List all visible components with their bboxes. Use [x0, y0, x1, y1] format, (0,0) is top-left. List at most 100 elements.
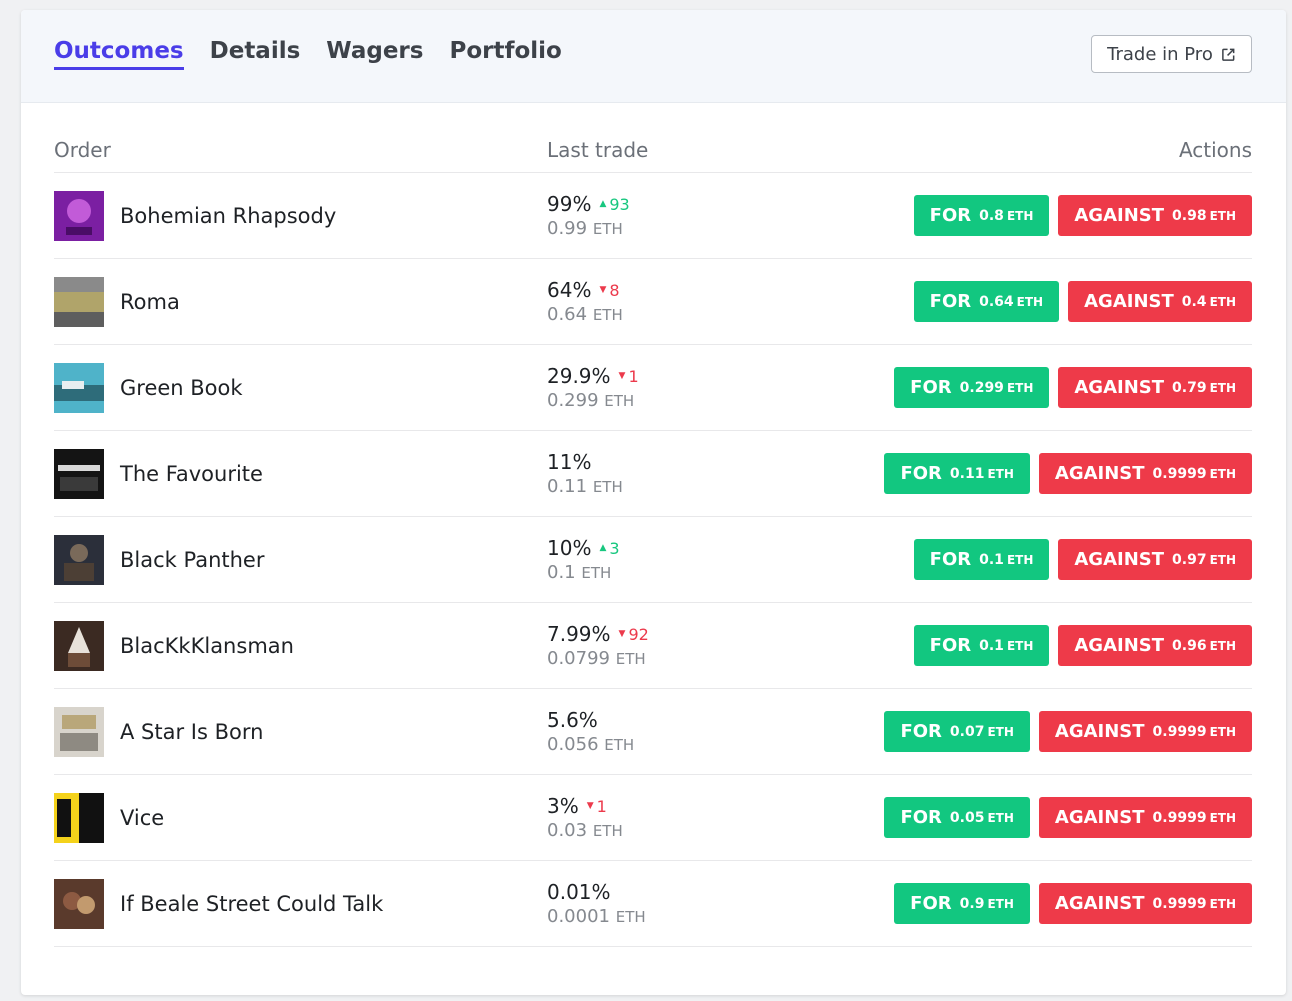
table-row: The Favourite 11% 0.11 ETH FOR 0.11 ETH A…	[54, 431, 1252, 517]
change-arrow-icon: ▲	[599, 543, 607, 553]
outcomes-card: Outcomes Details Wagers Portfolio Trade …	[21, 10, 1286, 995]
against-button[interactable]: AGAINST 0.96 ETH	[1058, 625, 1252, 666]
movie-poster	[54, 362, 104, 413]
last-trade-cell: 64% ▼ 8 0.64 ETH	[547, 278, 914, 325]
last-trade-percent: 29.9%	[547, 364, 611, 388]
order-cell: Black Panther	[54, 534, 547, 585]
last-trade-percent: 10%	[547, 536, 592, 560]
against-button[interactable]: AGAINST 0.9999 ETH	[1038, 711, 1252, 752]
movie-name: If Beale Street Could Talk	[120, 891, 384, 916]
for-button[interactable]: FOR 0.1 ETH	[913, 625, 1050, 666]
for-button[interactable]: FOR 0.07 ETH	[884, 711, 1030, 752]
movie-name: BlacKkKlansman	[120, 633, 294, 658]
order-cell: Green Book	[54, 362, 547, 413]
price-change: ▲ 3	[599, 539, 619, 558]
against-button[interactable]: AGAINST 0.9999 ETH	[1038, 453, 1252, 494]
movie-name: Green Book	[120, 375, 243, 400]
table-row: Vice 3% ▼ 1 0.03 ETH FOR 0.05 ETH AGAINST…	[54, 775, 1252, 861]
change-value: 92	[628, 624, 649, 644]
against-button[interactable]: AGAINST 0.79 ETH	[1058, 367, 1252, 408]
for-button[interactable]: FOR 0.1 ETH	[913, 539, 1050, 580]
header-order: Order	[54, 138, 111, 162]
trade-in-pro-label: Trade in Pro	[1107, 43, 1213, 65]
against-button[interactable]: AGAINST 0.97 ETH	[1058, 539, 1252, 580]
last-trade-eth: 0.11 ETH	[547, 476, 623, 497]
actions-cell: FOR 0.1 ETH AGAINST 0.96 ETH	[913, 625, 1252, 666]
header-last-trade: Last trade	[547, 138, 649, 162]
last-trade-percent: 11%	[547, 450, 592, 474]
against-button[interactable]: AGAINST 0.9999 ETH	[1038, 883, 1252, 924]
tab-wagers[interactable]: Wagers	[326, 38, 424, 64]
last-trade-eth: 0.056 ETH	[547, 734, 635, 755]
last-trade-cell: 0.01% 0.0001 ETH	[547, 880, 894, 927]
change-value: 1	[628, 366, 639, 386]
tabs: Outcomes Details Wagers Portfolio	[54, 38, 562, 70]
for-button[interactable]: FOR 0.64 ETH	[913, 281, 1060, 322]
last-trade-percent: 99%	[547, 192, 592, 216]
last-trade-cell: 7.99% ▼ 92 0.0799 ETH	[547, 622, 914, 669]
movie-poster	[54, 878, 104, 929]
change-arrow-icon: ▼	[618, 371, 626, 381]
actions-cell: FOR 0.11 ETH AGAINST 0.9999 ETH	[884, 453, 1252, 494]
table-row: Green Book 29.9% ▼ 1 0.299 ETH FOR 0.299…	[54, 345, 1252, 431]
last-trade-cell: 29.9% ▼ 1 0.299 ETH	[547, 364, 894, 411]
table-row: Black Panther 10% ▲ 3 0.1 ETH FOR 0.1 ETH…	[54, 517, 1252, 603]
against-button[interactable]: AGAINST 0.4 ETH	[1068, 281, 1252, 322]
table-body: Bohemian Rhapsody 99% ▲ 93 0.99 ETH FOR …	[54, 173, 1252, 947]
movie-poster	[54, 534, 104, 585]
last-trade-eth: 0.1 ETH	[547, 562, 612, 583]
order-cell: The Favourite	[54, 448, 547, 499]
last-trade-cell: 10% ▲ 3 0.1 ETH	[547, 536, 914, 583]
tab-bar: Outcomes Details Wagers Portfolio Trade …	[21, 10, 1286, 103]
last-trade-percent: 64%	[547, 278, 592, 302]
tab-outcomes[interactable]: Outcomes	[54, 38, 184, 70]
last-trade-percent: 0.01%	[547, 880, 611, 904]
movie-poster	[54, 706, 104, 757]
trade-in-pro-button[interactable]: Trade in Pro	[1091, 35, 1252, 73]
price-change: ▼ 1	[587, 797, 607, 816]
movie-name: Black Panther	[120, 547, 265, 572]
order-cell: A Star Is Born	[54, 706, 547, 757]
tab-details[interactable]: Details	[209, 38, 301, 64]
change-value: 3	[609, 538, 620, 558]
table-row: A Star Is Born 5.6% 0.056 ETH FOR 0.07 ET…	[54, 689, 1252, 775]
change-value: 1	[596, 796, 607, 816]
table-row: Roma 64% ▼ 8 0.64 ETH FOR 0.64 ETH AGAINS…	[54, 259, 1252, 345]
tab-portfolio[interactable]: Portfolio	[449, 38, 562, 64]
last-trade-percent: 5.6%	[547, 708, 598, 732]
for-button[interactable]: FOR 0.11 ETH	[884, 453, 1030, 494]
change-arrow-icon: ▲	[599, 199, 607, 209]
actions-cell: FOR 0.1 ETH AGAINST 0.97 ETH	[913, 539, 1252, 580]
last-trade-cell: 5.6% 0.056 ETH	[547, 708, 884, 755]
actions-cell: FOR 0.07 ETH AGAINST 0.9999 ETH	[884, 711, 1252, 752]
against-button[interactable]: AGAINST 0.9999 ETH	[1038, 797, 1252, 838]
order-cell: Roma	[54, 276, 547, 327]
order-cell: Vice	[54, 792, 547, 843]
for-button[interactable]: FOR 0.05 ETH	[884, 797, 1030, 838]
last-trade-eth: 0.64 ETH	[547, 304, 623, 325]
last-trade-eth: 0.0799 ETH	[547, 648, 646, 669]
for-button[interactable]: FOR 0.299 ETH	[894, 367, 1050, 408]
last-trade-percent: 3%	[547, 794, 579, 818]
movie-poster	[54, 792, 104, 843]
last-trade-percent: 7.99%	[547, 622, 611, 646]
last-trade-eth: 0.99 ETH	[547, 218, 623, 239]
outcomes-table: Order Last trade Actions Bohemian Rhapso…	[54, 128, 1252, 947]
movie-name: Bohemian Rhapsody	[120, 203, 337, 228]
change-arrow-icon: ▼	[599, 285, 607, 295]
actions-cell: FOR 0.64 ETH AGAINST 0.4 ETH	[913, 281, 1252, 322]
movie-name: A Star Is Born	[120, 719, 264, 744]
movie-poster	[54, 448, 104, 499]
movie-name: The Favourite	[120, 461, 263, 486]
against-button[interactable]: AGAINST 0.98 ETH	[1058, 195, 1252, 236]
last-trade-cell: 99% ▲ 93 0.99 ETH	[547, 192, 914, 239]
price-change: ▲ 93	[599, 195, 629, 214]
actions-cell: FOR 0.9 ETH AGAINST 0.9999 ETH	[894, 883, 1252, 924]
change-value: 8	[609, 280, 620, 300]
price-change: ▼ 8	[599, 281, 619, 300]
table-header: Order Last trade Actions	[54, 128, 1252, 173]
order-cell: If Beale Street Could Talk	[54, 878, 547, 929]
for-button[interactable]: FOR 0.9 ETH	[894, 883, 1030, 924]
actions-cell: FOR 0.299 ETH AGAINST 0.79 ETH	[894, 367, 1252, 408]
for-button[interactable]: FOR 0.8 ETH	[913, 195, 1050, 236]
